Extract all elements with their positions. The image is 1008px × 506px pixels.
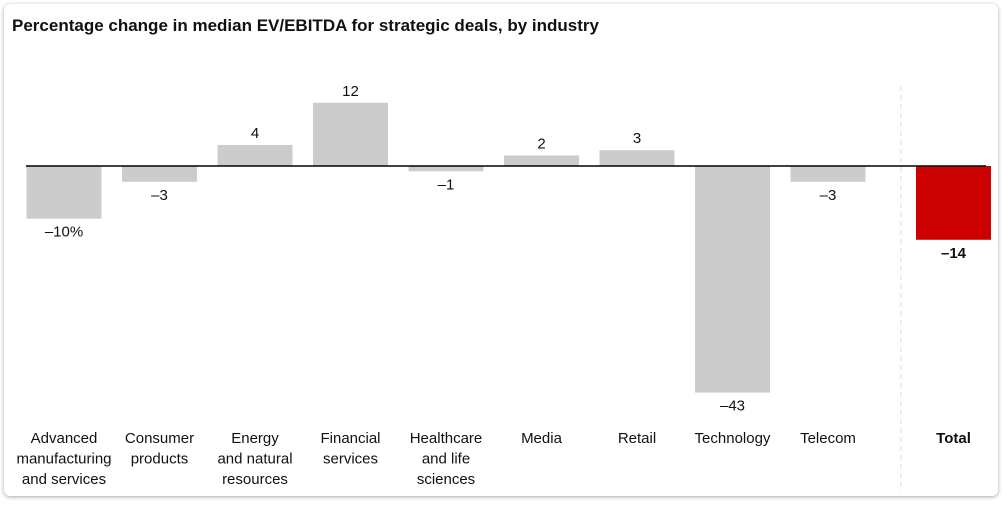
chart-title: Percentage change in median EV/EBITDA fo… bbox=[12, 16, 599, 35]
value-label-9: –14 bbox=[941, 245, 967, 262]
value-label-7: –43 bbox=[720, 398, 745, 415]
category-label-3-0: Financial bbox=[320, 430, 380, 447]
value-label-1: –3 bbox=[151, 187, 168, 204]
bar-0 bbox=[26, 166, 102, 219]
bar-5 bbox=[504, 155, 579, 166]
category-label-6-0: Retail bbox=[618, 430, 656, 447]
category-label-9-0: Total bbox=[936, 430, 971, 447]
bar-6 bbox=[599, 150, 675, 166]
bar-2 bbox=[217, 144, 293, 166]
bar-1 bbox=[122, 166, 197, 182]
category-label-0-1: manufacturing bbox=[16, 451, 111, 468]
category-label-1-1: products bbox=[131, 451, 189, 468]
value-label-2: 4 bbox=[251, 125, 259, 142]
category-label-4-0: Healthcare bbox=[410, 430, 483, 447]
category-label-3-1: services bbox=[323, 451, 378, 468]
category-label-2-1: and natural bbox=[217, 451, 292, 468]
category-label-4-1: and life bbox=[422, 451, 470, 468]
bar-4 bbox=[408, 166, 484, 172]
category-label-8-0: Telecom bbox=[800, 430, 856, 447]
category-label-7-0: Technology bbox=[695, 430, 771, 447]
category-label-0-0: Advanced bbox=[31, 430, 98, 447]
value-label-3: 12 bbox=[342, 83, 359, 100]
bar-7 bbox=[695, 166, 770, 393]
bar-9 bbox=[916, 166, 991, 240]
value-label-5: 2 bbox=[537, 135, 545, 152]
value-label-8: –3 bbox=[820, 187, 837, 204]
category-label-0-2: and services bbox=[22, 471, 106, 488]
category-label-2-0: Energy bbox=[231, 430, 279, 447]
value-label-0: –10% bbox=[45, 224, 83, 241]
value-label-4: –1 bbox=[438, 176, 455, 193]
category-label-1-0: Consumer bbox=[125, 430, 194, 447]
bar-8 bbox=[790, 166, 866, 182]
chart-card: Percentage change in median EV/EBITDA fo… bbox=[4, 4, 998, 496]
bar-3 bbox=[313, 102, 388, 166]
category-label-2-2: resources bbox=[222, 471, 288, 488]
category-label-5-0: Media bbox=[521, 430, 563, 447]
value-label-6: 3 bbox=[633, 130, 641, 147]
category-label-4-2: sciences bbox=[417, 471, 475, 488]
